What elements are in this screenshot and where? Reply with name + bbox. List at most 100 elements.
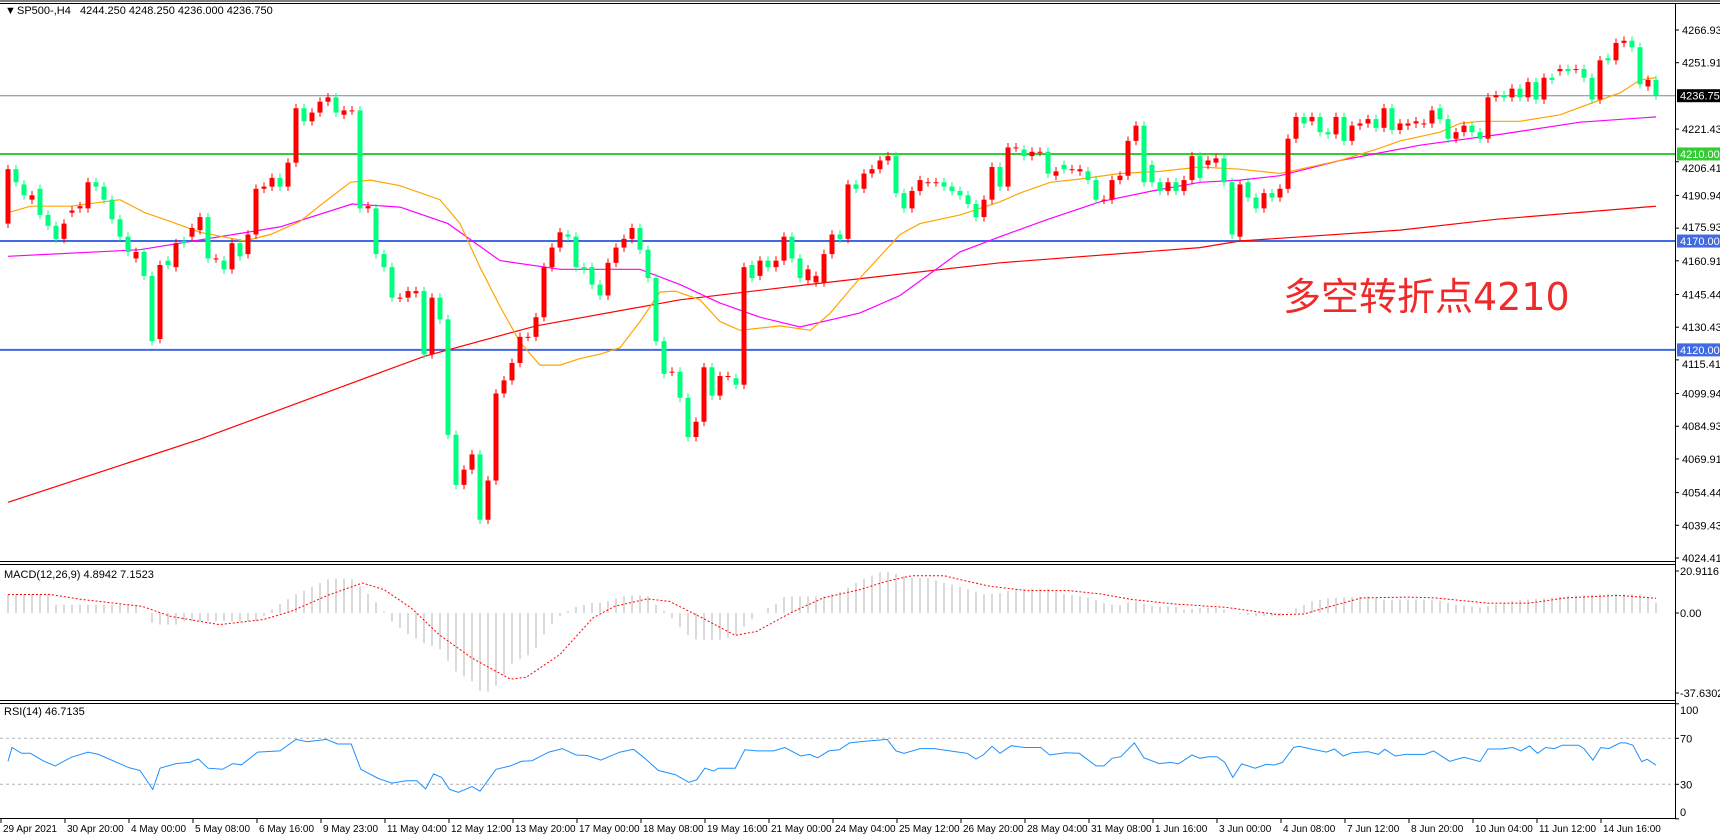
candle-body (13, 169, 19, 183)
candle (1109, 175, 1115, 205)
candle (45, 210, 51, 231)
candle-body (1349, 125, 1355, 141)
price-tick-label: 4266.930 (1682, 25, 1720, 37)
candle-body (1213, 158, 1219, 163)
candle-body (1045, 151, 1051, 174)
candle (413, 286, 419, 298)
candle-body (1605, 58, 1611, 61)
candle (1165, 177, 1171, 196)
candle-body (437, 297, 443, 320)
macd-tick-label: -37.6302 (1680, 688, 1720, 700)
candle-body (869, 169, 875, 174)
candle-body (1645, 79, 1651, 87)
candle-body (861, 173, 867, 189)
candle-body (573, 236, 579, 268)
candle (981, 195, 987, 222)
time-tick-label: 4 May 00:00 (131, 824, 186, 835)
candle (957, 186, 963, 200)
candle (125, 232, 131, 257)
candle (189, 223, 195, 242)
candle-body (757, 260, 763, 276)
candle (517, 332, 523, 368)
candle (1205, 156, 1211, 170)
candle (525, 332, 531, 342)
candle-body (1277, 188, 1283, 198)
candle (1013, 143, 1019, 152)
candle-body (445, 319, 451, 435)
candle-body (1309, 116, 1315, 122)
candle (1549, 73, 1555, 85)
macd-signal-line (7, 575, 1657, 680)
price-tick-label: 4084.930 (1682, 421, 1720, 433)
candle (1381, 103, 1387, 133)
price-tick-label: 4115.415 (1682, 359, 1720, 371)
candle-body (1061, 164, 1067, 170)
candle-body (613, 247, 619, 263)
candle-body (333, 97, 339, 113)
candle-body (493, 393, 499, 481)
time-tick-label: 18 May 08:00 (643, 824, 704, 835)
candle (21, 180, 27, 200)
candle-body (997, 167, 1003, 187)
rsi-tick-label: 0 (1680, 807, 1686, 819)
candle-body (1501, 95, 1507, 98)
rsi-tick-label: 70 (1680, 733, 1692, 745)
candle-body (1485, 97, 1491, 139)
candle (997, 162, 1003, 191)
candle (1397, 119, 1403, 135)
candle (621, 234, 627, 252)
candle (501, 376, 507, 398)
candle-body (629, 227, 635, 239)
candle-body (1373, 119, 1379, 128)
candle (1293, 112, 1299, 144)
candle-body (1093, 180, 1099, 200)
candle-body (1613, 42, 1619, 61)
candle (677, 367, 683, 403)
candle (1157, 177, 1163, 196)
candle-body (949, 186, 955, 191)
candle-body (1333, 116, 1339, 135)
candle (877, 156, 883, 174)
candle (1389, 103, 1395, 135)
candle-body (805, 269, 811, 281)
candle (853, 180, 859, 194)
candle (1005, 143, 1011, 191)
candle-body (789, 236, 795, 259)
price-pane[interactable] (0, 36, 1675, 525)
price-tick-label: 4160.915 (1682, 256, 1720, 268)
candle-body (125, 236, 131, 252)
candle (821, 249, 827, 287)
support-price-label: 4170.000 (1680, 236, 1720, 248)
candle (541, 262, 547, 322)
time-tick-label: 11 May 04:00 (387, 824, 447, 835)
candle-body (1133, 125, 1139, 141)
rsi-pane[interactable] (0, 737, 1675, 793)
candle-body (1589, 77, 1595, 100)
candle (1245, 177, 1251, 202)
candle-body (581, 267, 587, 270)
candle (1085, 167, 1091, 185)
candle (5, 164, 11, 228)
candle-body (1421, 123, 1427, 125)
candle-body (357, 110, 363, 209)
candle (765, 256, 771, 272)
time-tick-label: 31 May 08:00 (1091, 824, 1152, 835)
candle (493, 389, 499, 485)
candle-body (1365, 119, 1371, 124)
macd-pane[interactable] (7, 572, 1657, 692)
rsi-title: RSI(14) 46.7135 (4, 706, 85, 718)
candle-body (885, 156, 891, 161)
dropdown-arrow-icon[interactable]: ▼ (5, 5, 16, 17)
candle-body (821, 254, 827, 283)
candle (1501, 90, 1507, 102)
candle (1237, 180, 1243, 242)
candle-body (693, 421, 699, 437)
candle (693, 417, 699, 442)
candle-body (1637, 47, 1643, 85)
pivot-price-label: 4210.000 (1680, 149, 1720, 161)
candle-body (1021, 149, 1027, 157)
candle (1637, 42, 1643, 89)
candle (349, 106, 355, 115)
candle-body (157, 264, 163, 340)
